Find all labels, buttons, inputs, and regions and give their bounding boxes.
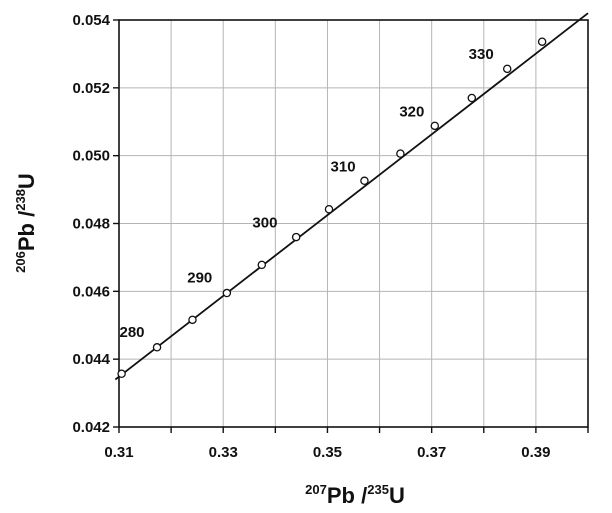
y-tick-label: 0.044	[72, 351, 110, 368]
x-tick-label: 0.37	[417, 444, 446, 461]
age-markers	[117, 37, 547, 379]
y-tick-label: 0.048	[72, 216, 110, 233]
age-label: 290	[187, 270, 212, 287]
y-tick-label: 0.042	[72, 419, 110, 436]
concordia-curve	[114, 12, 589, 381]
tick-marks	[113, 19, 589, 433]
y-title-u: U	[14, 173, 39, 189]
age-marker	[430, 121, 440, 131]
age-label: 310	[331, 158, 356, 175]
age-marker	[537, 37, 547, 46]
y-axis-title: 206Pb /238U	[13, 173, 39, 273]
x-tick-label: 0.39	[521, 444, 550, 461]
y-tick-label: 0.046	[72, 283, 110, 300]
age-marker	[324, 205, 334, 214]
x-tick-labels: 0.31 0.33 0.35 0.37 0.39	[104, 444, 550, 461]
age-marker	[502, 64, 512, 74]
x-title-u: U	[389, 483, 405, 508]
age-label: 280	[120, 324, 145, 341]
x-tick-label: 0.33	[209, 444, 238, 461]
y-tick-label: 0.050	[72, 148, 110, 165]
x-title-pb: Pb	[327, 483, 355, 508]
y-title-isotope-206: 206	[13, 251, 28, 273]
age-marker	[222, 288, 232, 298]
y-tick-label: 0.054	[72, 12, 110, 29]
x-title-separator: /	[355, 483, 367, 508]
age-labels: 280 290 300 310 320 330	[120, 46, 494, 341]
age-label: 320	[399, 103, 424, 120]
age-marker	[117, 369, 126, 379]
x-title-isotope-207: 207	[305, 482, 327, 497]
grid	[118, 19, 589, 428]
x-axis-title: 207Pb /235U	[305, 482, 405, 508]
y-title-pb: Pb	[14, 223, 39, 251]
age-marker	[257, 260, 267, 270]
y-tick-labels: 0.042 0.044 0.046 0.048 0.050 0.052 0.054	[72, 12, 110, 436]
age-marker	[188, 315, 197, 325]
age-label: 330	[469, 46, 494, 63]
age-label: 300	[252, 215, 277, 232]
y-tick-label: 0.052	[72, 80, 110, 97]
x-title-isotope-235: 235	[367, 482, 389, 497]
age-marker	[467, 93, 477, 103]
y-title-separator: /	[14, 211, 39, 223]
x-tick-label: 0.31	[104, 444, 133, 461]
y-title-isotope-238: 238	[13, 189, 28, 211]
x-tick-label: 0.35	[313, 444, 342, 461]
age-marker	[152, 343, 162, 352]
age-marker	[396, 149, 405, 158]
age-marker	[360, 176, 369, 186]
age-marker	[291, 232, 301, 242]
